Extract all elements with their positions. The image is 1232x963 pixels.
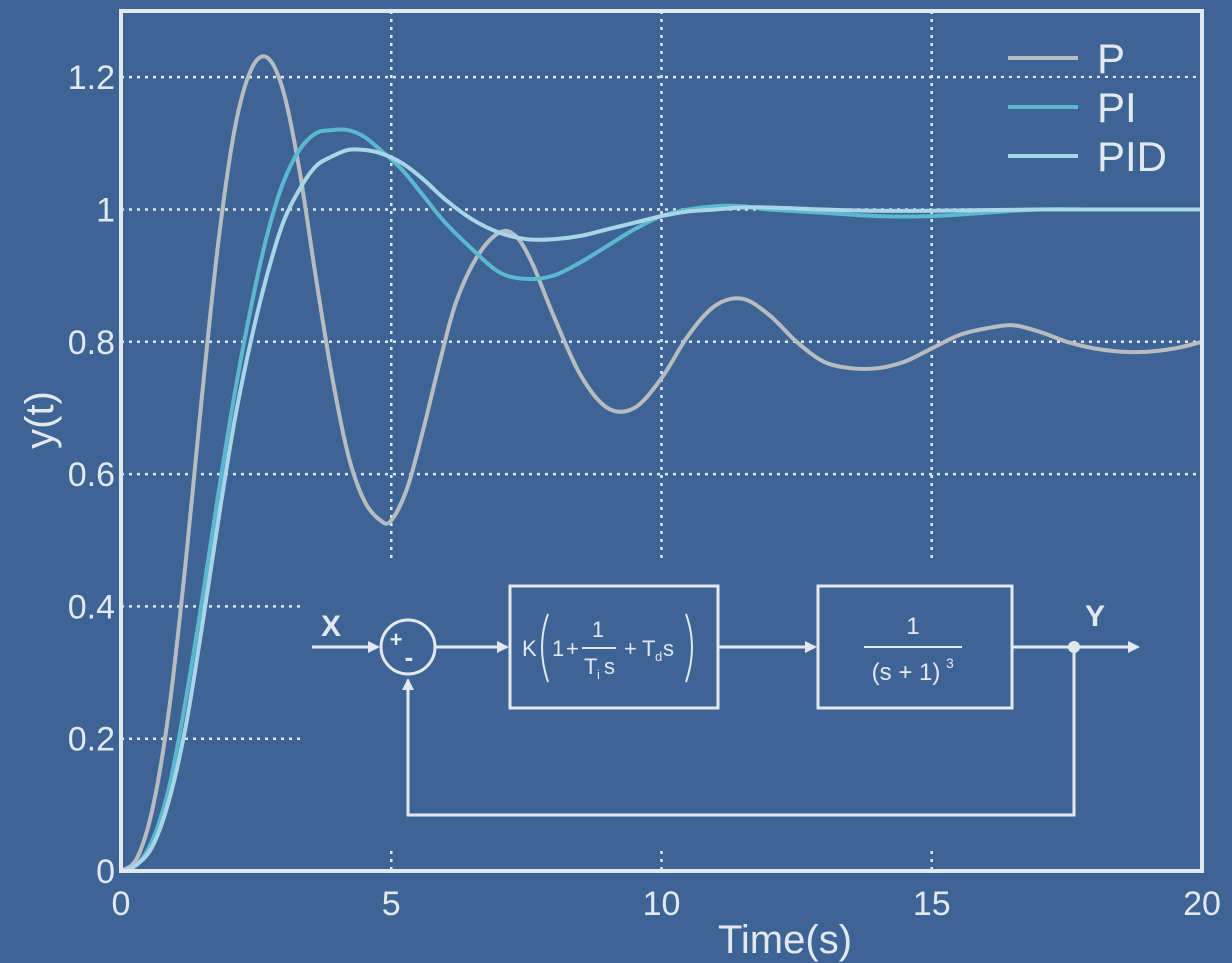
controller-left-paren [541,613,549,683]
x-axis-label: Time(s) [718,918,852,962]
y-tick-label: 0.2 [68,721,115,759]
legend-label-p: P [1097,35,1125,82]
x-tick-label: 20 [1183,885,1221,923]
y-tick-label: 1.2 [68,59,115,97]
controller-frac-numerator: 1 [592,617,604,642]
plant-denominator: (s + 1) [872,659,941,686]
block-diagram: X + - K 1 + 1 T i s + T d s 1 (s + 1) 3 … [300,560,1200,850]
series-line-pi [120,127,1202,873]
controller-ti-s: s [604,654,615,679]
controller-plus-1: + [566,636,579,661]
controller-plus-2: + [624,636,637,661]
input-label: X [321,610,341,643]
plant-numerator: 1 [906,613,919,640]
x-tick-label: 5 [382,885,401,923]
plot-frame [119,9,1204,873]
y-tick-label: 0 [96,853,115,891]
y-tick-label: 0.6 [68,456,115,494]
feedback-path [402,647,1076,817]
controller-right-paren [685,613,693,683]
legend-label-pi: PI [1097,84,1137,131]
series-lines [119,54,1203,873]
series-line-pid [120,147,1202,873]
controller-one: 1 [552,636,564,661]
controller-ti: T [584,654,597,679]
y-tick-label: 0.4 [68,588,115,626]
controller-td-s: s [663,636,674,661]
x-tick-label: 0 [112,885,131,923]
controller-td: T [642,636,655,661]
controller-td-subscript: d [655,649,662,664]
series-line-p [119,54,1203,873]
output-label: Y [1085,600,1105,633]
y-tick-label: 1 [96,191,115,229]
axis-ticks: 0 5 10 15 20 0 0.2 0.4 0.6 0.8 1 1.2 [68,59,1221,923]
controller-ti-subscript: i [597,667,600,682]
legend-backdrop [998,78,1198,124]
block-diagram-backdrop [300,560,1200,850]
legend-backdrop [998,127,1198,173]
sum-plus-sign: + [390,627,403,652]
x-tick-label: 10 [643,885,681,923]
legend-label-pid: PID [1097,133,1167,180]
y-tick-label: 0.8 [68,324,115,362]
y-axis-label: y(t) [18,391,62,449]
controller-gain: K [522,636,537,661]
sum-minus-sign: - [405,642,414,672]
legend-backdrop [998,29,1198,75]
x-tick-label: 15 [913,885,951,923]
plant-exponent: 3 [946,655,954,671]
